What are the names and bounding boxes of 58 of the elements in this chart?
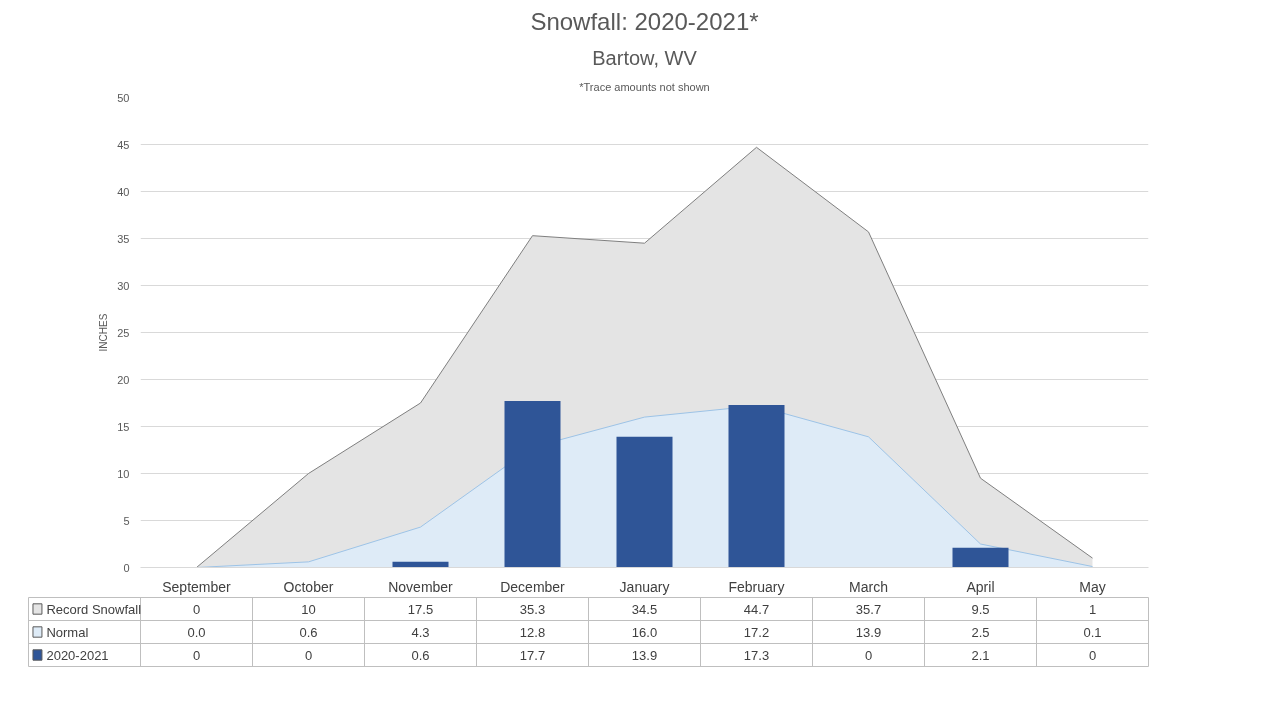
data-label: 35.7 [855,601,882,617]
data-label: 2.5 [971,624,990,640]
x-tick-label: December [500,578,566,595]
data-label: 1 [1088,601,1097,617]
bar [504,401,561,568]
y-tick-label: 45 [117,138,130,151]
data-label: 0 [192,647,201,663]
data-label: 35.3 [519,601,546,617]
data-label: 17.5 [407,601,434,617]
y-tick-label: 10 [117,467,130,480]
data-label: 17.3 [743,647,770,663]
x-tick-label: May [1079,578,1106,595]
text: *Trace amounts not shown [579,80,710,93]
data-label: 0 [304,647,313,663]
data-label: 0.6 [411,647,430,663]
data-label: 9.5 [971,601,990,617]
y-tick-label: 5 [123,514,130,527]
y-tick-label: 0 [123,561,130,574]
x-tick-label: September [162,578,232,595]
data-label: 4.3 [411,624,430,640]
bar [952,547,1009,568]
data-label: 12.8 [519,624,546,640]
y-tick-label: 30 [117,279,130,292]
y-tick-label: 20 [117,373,130,386]
x-tick-label: March [849,578,888,595]
chart-title: Snowfall: 2020-2021* [530,7,759,35]
y-tick-label: 50 [117,91,130,104]
data-label: 0 [192,601,201,617]
data-label: 0.1 [1083,624,1102,640]
x-tick-label: November [388,578,454,595]
y-axis-title: INCHES [98,313,110,352]
data-label: 17.7 [519,647,546,663]
data-label: 44.7 [743,601,770,617]
data-label: 16.0 [631,624,658,640]
data-label: 2.1 [971,647,990,663]
x-tick-label: October [283,578,334,595]
legend-label: 2020-2021 [46,647,109,663]
data-label: 0.6 [299,624,318,640]
chart-subtitle: Bartow, WV [592,46,698,69]
data-label: 10 [301,601,316,617]
data-label: 34.5 [631,601,658,617]
data-label: 0.0 [187,624,206,640]
data-label: 13.9 [631,647,658,663]
data-label: 13.9 [855,624,882,640]
y-tick-label: 40 [117,185,130,198]
x-tick-label: January [619,578,670,595]
y-tick-label: 15 [117,420,130,433]
data-label: 17.2 [743,624,770,640]
bar [616,436,673,568]
y-tick-label: 25 [117,326,130,339]
legend-label: Normal [46,624,89,640]
data-label: 0 [1088,647,1097,663]
x-tick-label: February [728,578,785,595]
data-label: 0 [864,647,873,663]
legend-label: Record Snowfall [46,601,142,617]
x-tick-label: April [966,578,995,595]
y-tick-label: 35 [117,232,130,245]
bar [728,404,785,568]
